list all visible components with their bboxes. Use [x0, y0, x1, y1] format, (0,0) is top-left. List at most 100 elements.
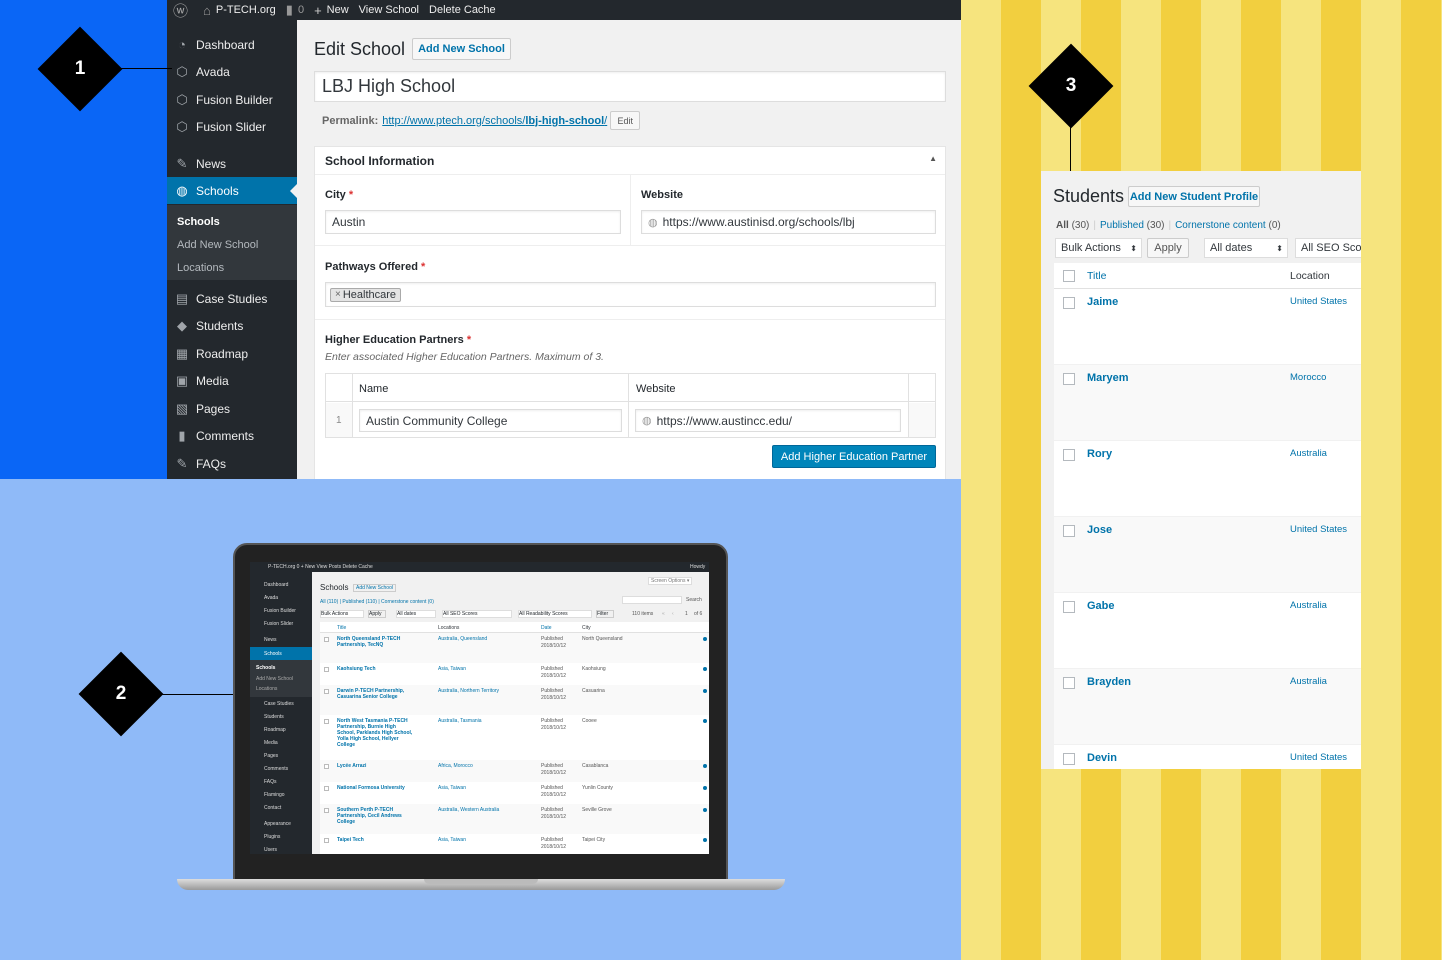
city-input[interactable]: Austin: [325, 210, 621, 234]
sidebar-item-fusion-slider[interactable]: ⬡ Fusion Slider: [176, 118, 267, 134]
laptop-screen: P-TECH.org 0 + New View Posts Delete Cac…: [250, 562, 709, 854]
globe-icon: ◍: [176, 182, 188, 198]
students-list-page: Students Add New Student Profile All (30…: [1041, 171, 1361, 769]
laptop-table-row: National Formosa University Asia, Taiwan P…: [320, 782, 709, 804]
row-checkbox[interactable]: [1063, 449, 1075, 461]
sidebar-item-faqs[interactable]: ✎ FAQs: [176, 455, 227, 471]
sidebar-item-news[interactable]: ✎ News: [176, 155, 227, 171]
select-all-checkbox[interactable]: [1063, 270, 1075, 282]
partner-website-input[interactable]: ◍ https://www.austincc.edu/: [635, 409, 901, 432]
student-name-link[interactable]: Jose: [1087, 524, 1113, 536]
row-checkbox[interactable]: [1063, 297, 1075, 309]
add-new-student-button[interactable]: Add New Student Profile: [1128, 186, 1260, 207]
student-location-link[interactable]: Australia: [1290, 676, 1327, 687]
website-input[interactable]: ◍ https://www.austinisd.org/schools/lbj: [641, 210, 936, 234]
submenu-locations[interactable]: Locations: [177, 262, 225, 274]
table-row: Maryem Morocco: [1054, 365, 1361, 441]
student-name-link[interactable]: Devin: [1087, 752, 1117, 764]
schools-submenu: Schools Add New School Locations: [167, 205, 297, 280]
screen-sidebar: Dashboard Avada Fusion Builder Fusion Sl…: [250, 572, 312, 854]
edit-school-main: Edit School Add New School LBJ High Scho…: [297, 20, 961, 479]
column-title[interactable]: Title: [1087, 270, 1107, 282]
submenu-add-new-school[interactable]: Add New School: [177, 239, 259, 251]
add-partner-button[interactable]: Add Higher Education Partner: [772, 445, 936, 468]
student-name-link[interactable]: Gabe: [1087, 600, 1115, 612]
pin-icon: ✎: [176, 455, 188, 471]
view-school-link[interactable]: View School: [358, 4, 420, 16]
laptop-table-row: Darwin P-TECH Partnership, Casuarina Sen…: [320, 685, 709, 715]
row-checkbox[interactable]: [1063, 525, 1075, 537]
collapse-icon[interactable]: ▲: [929, 154, 937, 163]
pathways-label: Pathways Offered *: [325, 261, 426, 273]
seo-scores-select[interactable]: All SEO Scor: [1295, 238, 1361, 258]
partners-hint: Enter associated Higher Education Partne…: [325, 351, 604, 363]
student-location-link[interactable]: Australia: [1290, 600, 1327, 611]
filter-published[interactable]: Published (30): [1099, 220, 1165, 231]
box-header[interactable]: School Information ▲: [315, 147, 945, 175]
sidebar-item-media[interactable]: ▣ Media: [175, 372, 229, 388]
remove-tag-icon[interactable]: ×: [335, 289, 341, 300]
laptop-table-row: Kaohsiung Tech Asia, Taiwan Published 2018/…: [320, 663, 709, 685]
globe-icon: ◍: [642, 415, 652, 427]
sidebar-item-fusion-builder[interactable]: ⬡ Fusion Builder: [176, 91, 273, 107]
sidebar-item-avada[interactable]: ⬡ Avada: [176, 63, 230, 79]
student-location-link[interactable]: Morocco: [1290, 372, 1327, 383]
screen-adminbar: P-TECH.org 0 + New View Posts Delete Cac…: [250, 562, 709, 572]
sidebar-item-case-studies[interactable]: ▤ Case Studies: [175, 290, 268, 306]
add-new-school-button[interactable]: Add New School: [412, 38, 511, 60]
pathways-select[interactable]: × Healthcare: [325, 282, 936, 307]
student-location-link[interactable]: United States: [1290, 296, 1348, 307]
student-name-link[interactable]: Brayden: [1087, 676, 1132, 688]
submenu-schools[interactable]: Schools: [177, 216, 220, 228]
sidebar-item-students[interactable]: ◆ Students: [177, 317, 244, 333]
permalink-edit-button[interactable]: Edit: [610, 111, 641, 130]
select-arrows-icon: ⬍: [1276, 243, 1283, 253]
post-title-input[interactable]: LBJ High School: [314, 71, 946, 102]
site-link[interactable]: ⌂ P-TECH.org: [203, 2, 276, 18]
wordpress-icon[interactable]: ⓦ: [173, 2, 189, 20]
sidebar-item-schools[interactable]: ◍ Schools: [167, 177, 297, 204]
filter-all[interactable]: All (30): [1056, 220, 1090, 231]
fusion-icon: ⬡: [176, 118, 188, 134]
table-header: Title Location: [1054, 263, 1361, 289]
student-name-link[interactable]: Jaime: [1087, 296, 1119, 308]
sidebar-item-dashboard[interactable]: ◔ Dashboard: [167, 31, 297, 58]
table-row: Rory Australia: [1054, 441, 1361, 517]
globe-icon: ◍: [648, 216, 658, 229]
pages-icon: ▧: [175, 400, 189, 416]
student-location-link[interactable]: Australia: [1290, 448, 1327, 459]
sidebar-item-pages[interactable]: ▧ Pages: [175, 400, 231, 416]
row-checkbox[interactable]: [1063, 677, 1075, 689]
school-information-box: School Information ▲ City * Austin Websi…: [314, 146, 946, 479]
laptop-table-row: North West Tasmania P-TECH Partnership, …: [320, 715, 709, 760]
connector-line-1: [108, 68, 172, 69]
active-arrow: [290, 184, 297, 198]
student-name-link[interactable]: Maryem: [1087, 372, 1129, 384]
dates-select[interactable]: All dates ⬍: [1204, 238, 1288, 258]
home-icon: ⌂: [203, 2, 211, 18]
filter-cornerstone[interactable]: Cornerstone content (0): [1175, 220, 1281, 231]
plus-icon: +: [314, 2, 322, 18]
permalink-link[interactable]: http://www.ptech.org/schools/lbj-high-sc…: [382, 114, 608, 127]
sidebar-item-roadmap[interactable]: ▦ Roadmap: [175, 345, 249, 361]
sidebar-item-comments[interactable]: ▮ Comments: [167, 422, 297, 449]
table-row: Jaime United States: [1054, 289, 1361, 365]
fusion-icon: ⬡: [176, 91, 188, 107]
partner-name-input[interactable]: Austin Community College: [359, 409, 622, 432]
city-label: City *: [325, 189, 354, 201]
row-checkbox[interactable]: [1063, 753, 1075, 765]
new-link[interactable]: + New: [314, 2, 349, 18]
status-filters: All (30) | Published (30) | Cornerstone …: [1056, 220, 1281, 231]
student-name-link[interactable]: Rory: [1087, 448, 1113, 460]
comment-icon: ▮: [178, 427, 186, 443]
row-checkbox[interactable]: [1063, 373, 1075, 385]
partners-label: Higher Education Partners *: [325, 334, 472, 346]
delete-cache-link[interactable]: Delete Cache: [429, 4, 496, 16]
bulk-actions-select[interactable]: Bulk Actions ⬍: [1055, 238, 1142, 258]
marker-number-1: 1: [74, 58, 86, 79]
student-location-link[interactable]: United States: [1290, 752, 1348, 763]
student-location-link[interactable]: United States: [1290, 524, 1348, 535]
apply-button[interactable]: Apply: [1147, 238, 1189, 258]
row-checkbox[interactable]: [1063, 601, 1075, 613]
comments-link[interactable]: ▮ 0: [285, 2, 305, 17]
